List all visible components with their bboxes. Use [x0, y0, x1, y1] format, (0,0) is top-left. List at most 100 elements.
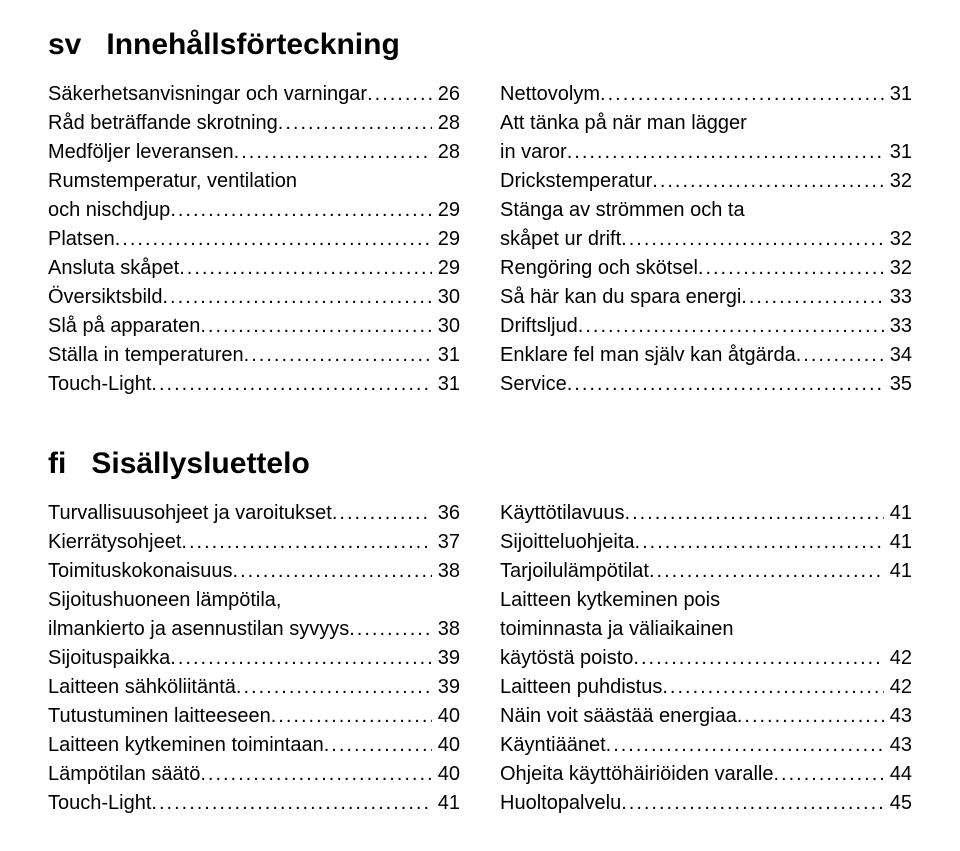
toc-entry-page: 29 — [432, 254, 460, 283]
toc-leader — [796, 341, 884, 370]
toc-leader — [633, 644, 883, 673]
toc-entry-page: 38 — [432, 615, 460, 644]
toc-leader — [621, 225, 884, 254]
toc-entry-label: Tarjoilulämpötilat — [500, 557, 649, 586]
toc-entry: Så här kan du spara energi33 — [500, 283, 912, 312]
toc-entry-label: Rengöring och skötsel — [500, 254, 698, 283]
toc-leader — [625, 499, 884, 528]
toc-entry: Toimituskokonaisuus38 — [48, 557, 460, 586]
toc-columns: Turvallisuusohjeet ja varoitukset36Kierr… — [48, 499, 912, 818]
toc-entry-page: 41 — [884, 499, 912, 528]
toc-entry-label: Sijoitteluohjeita — [500, 528, 635, 557]
toc-entry-label: Medföljer leveransen — [48, 138, 234, 167]
toc-entry-page: 30 — [432, 312, 460, 341]
toc-leader — [332, 499, 432, 528]
toc-section: sv Innehållsförteckning Säkerhetsanvisnin… — [48, 28, 912, 399]
toc-leader — [234, 138, 432, 167]
toc-column: Turvallisuusohjeet ja varoitukset36Kierr… — [48, 499, 460, 818]
toc-entry-label: Ansluta skåpet — [48, 254, 179, 283]
toc-entry-page: 32 — [884, 225, 912, 254]
toc-entry-page: 29 — [432, 196, 460, 225]
toc-entry-label: Touch-Light — [48, 370, 151, 399]
toc-entry: Service35 — [500, 370, 912, 399]
toc-entry-label: Enklare fel man själv kan åtgärda — [500, 341, 796, 370]
toc-entry-label: Nettovolym — [500, 80, 600, 109]
toc-leader — [774, 760, 884, 789]
section-heading: fi Sisällysluettelo — [48, 447, 912, 481]
toc-entry-label: och nischdjup — [48, 196, 170, 225]
toc-entry-label: Översiktsbild — [48, 283, 162, 312]
toc-entry-page: 32 — [884, 254, 912, 283]
heading-gap — [81, 28, 106, 61]
toc-entry-label: in varor — [500, 138, 567, 167]
toc-entry-label: skåpet ur drift — [500, 225, 621, 254]
toc-entry-lastline: in varor 31 — [500, 138, 912, 167]
toc-entry-page: 41 — [884, 528, 912, 557]
toc-entry-label: Att tänka på när man lägger — [500, 109, 912, 138]
toc-leader — [349, 615, 432, 644]
toc-entry-label: Näin voit säästää energiaa — [500, 702, 737, 731]
toc-entry: Tutustuminen laitteeseen 40 — [48, 702, 460, 731]
toc-entry: Rumstemperatur, ventilationoch nischdjup… — [48, 167, 460, 225]
toc-entry-page: 28 — [432, 109, 460, 138]
toc-column: Nettovolym 31Att tänka på när man läggeri… — [500, 80, 912, 399]
toc-entry-label: Kierrätysohjeet — [48, 528, 181, 557]
toc-entry: Huoltopalvelu 45 — [500, 789, 912, 818]
toc-leader — [200, 312, 431, 341]
toc-entry-page: 42 — [884, 673, 912, 702]
toc-leader — [271, 702, 432, 731]
toc-entry-page: 40 — [432, 702, 460, 731]
toc-leader — [606, 731, 884, 760]
toc-entry-page: 33 — [884, 283, 912, 312]
toc-entry: Säkerhetsanvisningar och varningar 26 — [48, 80, 460, 109]
toc-entry-label: Slå på apparaten — [48, 312, 200, 341]
toc-entry: Laitteen sähköliitäntä39 — [48, 673, 460, 702]
toc-entry-page: 29 — [432, 225, 460, 254]
toc-leader — [151, 789, 431, 818]
toc-entry: Laitteen puhdistus42 — [500, 673, 912, 702]
toc-leader — [621, 789, 884, 818]
toc-leader — [324, 731, 432, 760]
toc-entry-label: Laitteen kytkeminen toimintaan — [48, 731, 324, 760]
toc-entry-label: Säkerhetsanvisningar och varningar — [48, 80, 367, 109]
toc-entry: Stänga av strömmen och taskåpet ur drift… — [500, 196, 912, 254]
toc-entry-label: Råd beträffande skrotning — [48, 109, 278, 138]
toc-leader — [698, 254, 884, 283]
toc-entry-label: Driftsljud — [500, 312, 578, 341]
toc-leader — [662, 673, 883, 702]
toc-entry-label: Tutustuminen laitteeseen — [48, 702, 271, 731]
toc-entry-label: Ohjeita käyttöhäiriöiden varalle — [500, 760, 774, 789]
toc-entry-label: Huoltopalvelu — [500, 789, 621, 818]
toc-entry: Slå på apparaten 30 — [48, 312, 460, 341]
toc-leader — [649, 557, 884, 586]
toc-entry-page: 35 — [884, 370, 912, 399]
toc-column: Käyttötilavuus41Sijoitteluohjeita 41 Tarjo… — [500, 499, 912, 818]
page: sv Innehållsförteckning Säkerhetsanvisnin… — [0, 0, 960, 851]
toc-entry-page: 28 — [432, 138, 460, 167]
lang-code: sv — [48, 28, 81, 61]
toc-entry-page: 31 — [884, 138, 912, 167]
toc-entry-label: Lämpötilan säätö — [48, 760, 200, 789]
toc-entry: Ohjeita käyttöhäiriöiden varalle 44 — [500, 760, 912, 789]
toc-entry: Sijoitteluohjeita 41 — [500, 528, 912, 557]
toc-leader — [170, 196, 431, 225]
toc-entry-label: Sijoituspaikka — [48, 644, 170, 673]
toc-entry: Driftsljud33 — [500, 312, 912, 341]
section-title: Innehållsförteckning — [106, 28, 399, 61]
toc-leader — [236, 673, 432, 702]
toc-entry: Näin voit säästää energiaa43 — [500, 702, 912, 731]
toc-entry: Käyttötilavuus41 — [500, 499, 912, 528]
toc-leader — [115, 225, 432, 254]
heading-gap — [66, 447, 91, 480]
toc-entry-page: 43 — [884, 731, 912, 760]
toc-leader — [244, 341, 432, 370]
toc-leader — [367, 80, 432, 109]
toc-entry-page: 45 — [884, 789, 912, 818]
toc-entry: Sijoitushuoneen lämpötila,ilmankierto ja… — [48, 586, 460, 644]
toc-entry-page: 44 — [884, 760, 912, 789]
toc-entry: Ansluta skåpet 29 — [48, 254, 460, 283]
toc-entry-label: Toimituskokonaisuus — [48, 557, 233, 586]
toc-entry-label: Turvallisuusohjeet ja varoitukset — [48, 499, 332, 528]
toc-leader — [151, 370, 431, 399]
toc-entry-page: 26 — [432, 80, 460, 109]
